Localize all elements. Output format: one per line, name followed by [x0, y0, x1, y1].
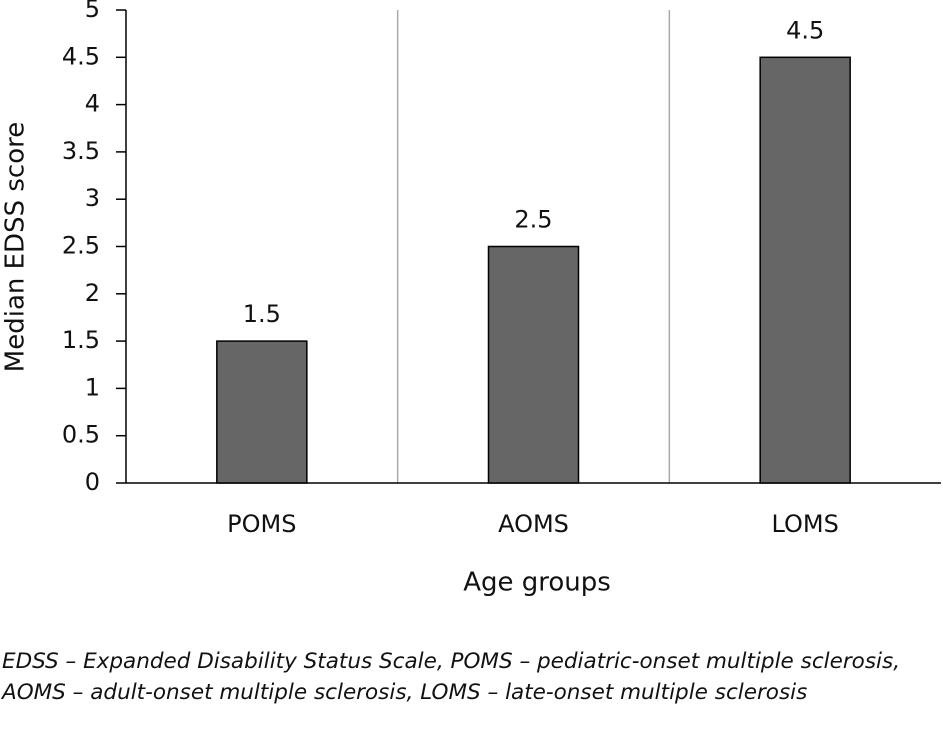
y-tick-label: 1 — [85, 373, 100, 401]
y-tick-label: 3 — [85, 184, 100, 212]
y-axis-title: Median EDSS score — [1, 122, 31, 372]
data-label: 1.5 — [243, 300, 281, 328]
y-tick-label: 4.5 — [62, 42, 100, 70]
x-axis-title: Age groups — [463, 568, 611, 598]
y-tick-label: 5 — [85, 0, 100, 23]
caption-note: EDSS – Expanded Disability Status Scale,… — [2, 649, 901, 705]
data-label: 4.5 — [786, 16, 824, 44]
data-label: 2.5 — [514, 206, 552, 234]
y-tick-label: 0 — [85, 468, 100, 496]
x-tick-label: POMS — [227, 510, 296, 538]
bar — [216, 340, 308, 484]
y-tick-label: 2 — [85, 279, 100, 307]
y-tick-label: 2.5 — [62, 232, 100, 260]
y-tick-label: 4 — [85, 90, 100, 118]
y-tick-label: 1.5 — [62, 326, 100, 354]
y-tick-label: 0.5 — [62, 421, 100, 449]
bar — [759, 56, 851, 484]
chart: Age groups Median EDSS score 0 0.5 1 1.5 2 2.… — [1, 0, 941, 598]
x-tick-label: LOMS — [771, 510, 838, 538]
bar — [487, 245, 580, 484]
y-tick-label: 3.5 — [62, 137, 100, 165]
x-tick-label: AOMS — [498, 510, 569, 538]
